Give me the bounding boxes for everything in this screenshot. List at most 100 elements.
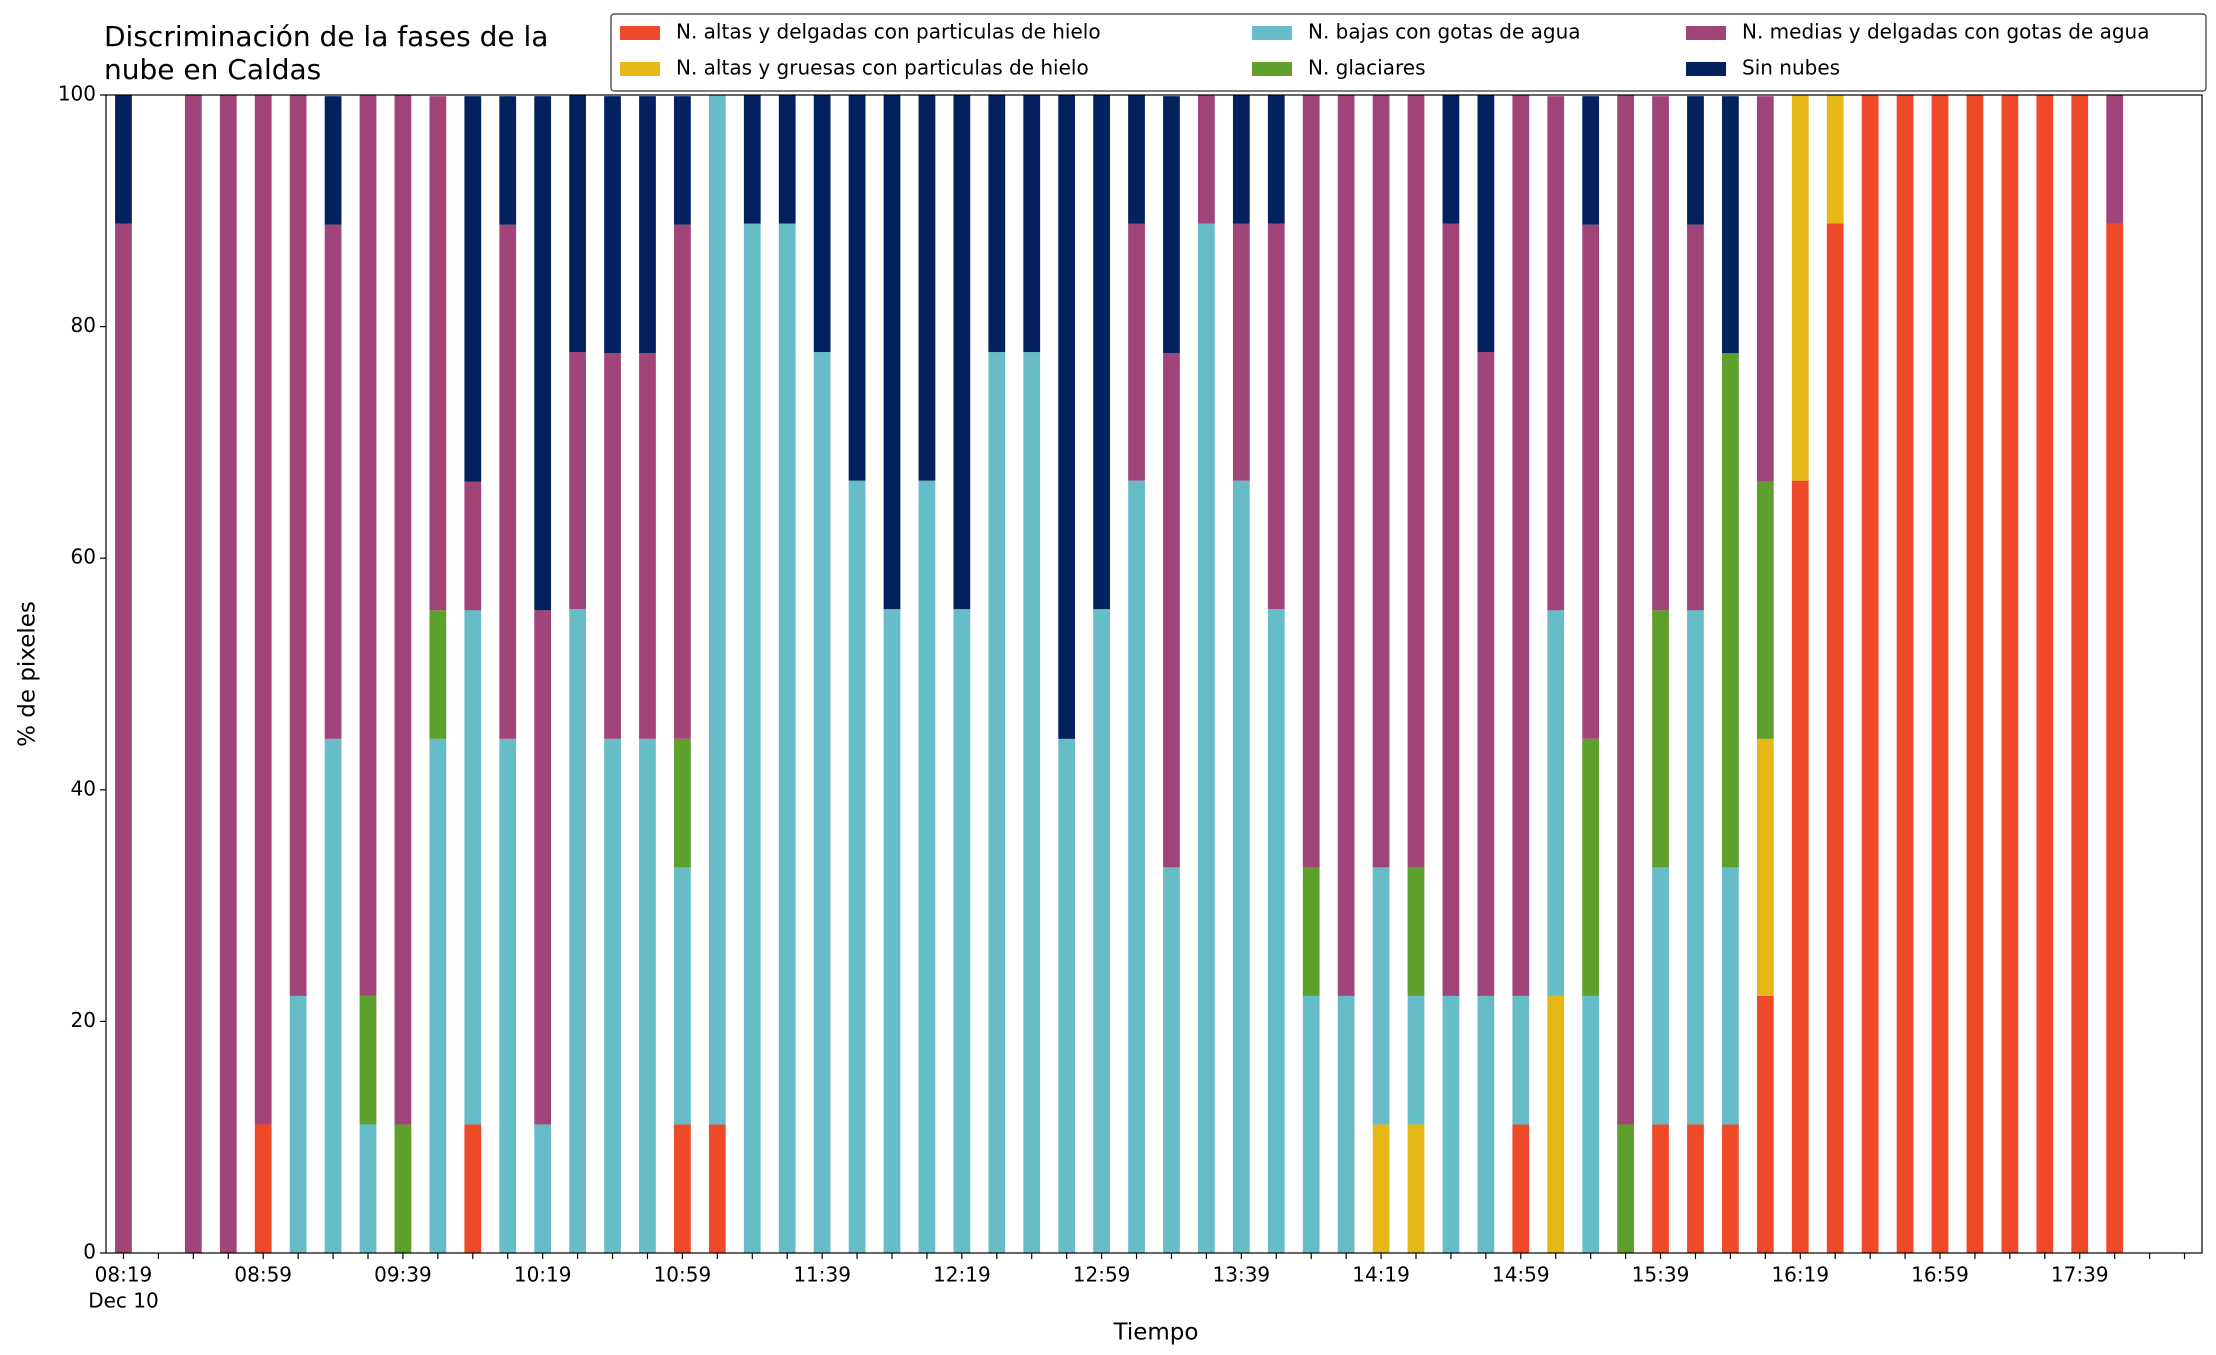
bar-segment: [1372, 1124, 1390, 1253]
bar-segment: [1687, 224, 1704, 611]
bar-segment: [708, 95, 726, 1125]
x-axis-label: Tiempo: [1113, 1320, 1199, 1346]
bar-segment: [1756, 738, 1774, 996]
bar-segment: [1407, 867, 1425, 996]
bar-segment: [534, 1124, 552, 1253]
bar-segment: [708, 1124, 726, 1253]
bar-segment: [464, 481, 482, 611]
bar-segment: [1372, 95, 1390, 868]
legend-box: [610, 13, 2207, 92]
bar-segment: [499, 96, 517, 225]
bar-segment: [918, 480, 936, 1253]
bar-segment: [1442, 223, 1460, 996]
bar-segment: [1896, 95, 1914, 1253]
x-tick-label: 16:59: [1911, 1263, 1969, 1287]
bar-segment: [394, 1124, 412, 1253]
bar-segment: [1722, 867, 1739, 1125]
bar-segment: [1687, 1124, 1704, 1253]
bar-segment: [1652, 96, 1669, 611]
bar-segment: [1267, 223, 1285, 610]
bar-segment: [1198, 223, 1215, 1254]
bar-segment: [1023, 95, 1041, 353]
bar-segment: [1477, 995, 1495, 1253]
bar-segment: [1163, 867, 1180, 1253]
bar-segment: [1722, 96, 1739, 354]
y-tick-label: 100: [58, 82, 96, 106]
bar-segment: [639, 738, 656, 1253]
bar-segment: [1512, 95, 1530, 996]
bar-segment: [1687, 96, 1704, 225]
y-tick-label: 0: [83, 1240, 96, 1264]
bar-segment: [1617, 1124, 1634, 1253]
bar-segment: [674, 96, 691, 225]
bar-segment: [1966, 95, 1984, 1253]
bar-segment: [1547, 610, 1565, 996]
bar-segment: [1093, 609, 1110, 1253]
bar-segment: [2001, 95, 2019, 1253]
legend-swatch: [1686, 26, 1726, 40]
bar-segment: [429, 738, 447, 1253]
bar-segment: [464, 96, 482, 482]
bar-segment: [604, 353, 621, 739]
bar-segment: [1302, 95, 1320, 868]
x-tick-label: 12:59: [1073, 1263, 1131, 1287]
legend-label: N. glaciares: [1308, 56, 1426, 80]
bar-segment: [1372, 867, 1390, 1125]
bar-segment: [1407, 95, 1425, 868]
bar-segment: [743, 95, 761, 224]
bar-segment: [953, 609, 971, 1253]
bar-segment: [1337, 95, 1355, 996]
x-date-label: Dec 10: [88, 1289, 159, 1313]
y-tick-label: 20: [71, 1008, 96, 1032]
bar-segment: [1337, 995, 1355, 1253]
bar-segment: [1232, 480, 1250, 1253]
y-tick-label: 40: [71, 776, 96, 800]
bar-segment: [115, 95, 132, 224]
bar-segment: [569, 95, 586, 353]
bar-segment: [1756, 96, 1774, 482]
bar-segment: [2106, 223, 2124, 1254]
legend-swatch: [1252, 26, 1292, 40]
bar-segment: [1407, 995, 1425, 1125]
bar-segment: [254, 95, 272, 1125]
bar-segment: [254, 1124, 272, 1253]
bar-segment: [394, 95, 412, 1125]
x-tick-label: 15:39: [1632, 1263, 1690, 1287]
bar-segment: [219, 95, 237, 1253]
bar-segment: [569, 609, 586, 1253]
bar-segment: [1407, 1124, 1425, 1253]
bar-segment: [1582, 224, 1600, 739]
bar-segment: [359, 995, 377, 1125]
bar-segment: [464, 1124, 482, 1253]
bar-segment: [1058, 738, 1076, 1253]
bar-segment: [1826, 223, 1844, 1254]
bar-segment: [429, 610, 447, 739]
bar-segment: [604, 738, 621, 1253]
bar-segment: [988, 95, 1006, 353]
bar-segment: [639, 96, 656, 354]
bar-segment: [883, 609, 901, 1253]
bar-segment: [813, 352, 831, 1253]
bar-segment: [674, 1124, 691, 1253]
bar-segment: [1826, 95, 1844, 224]
bar-segment: [2036, 95, 2054, 1253]
bar-segment: [324, 96, 342, 225]
x-tick-label: 12:19: [933, 1263, 991, 1287]
bar-segment: [1756, 481, 1774, 739]
x-tick-label: 16:19: [1771, 1263, 1829, 1287]
chart-title: Discriminación de la fases de la nube en…: [104, 20, 549, 86]
bar-segment: [1791, 95, 1809, 481]
legend-label: Sin nubes: [1742, 56, 1840, 80]
bar-segment: [1687, 610, 1704, 1125]
x-tick-label: 08:59: [234, 1263, 292, 1287]
bar-segment: [1128, 95, 1145, 224]
x-tick-label: 08:19: [95, 1263, 153, 1287]
bar-segment: [1058, 95, 1076, 739]
bar-segment: [883, 95, 901, 610]
bar-segment: [1512, 995, 1530, 1125]
bar-segment: [1163, 96, 1180, 354]
legend-swatch: [620, 26, 660, 40]
bar-segment: [1128, 480, 1145, 1253]
bar-segment: [1582, 995, 1600, 1253]
